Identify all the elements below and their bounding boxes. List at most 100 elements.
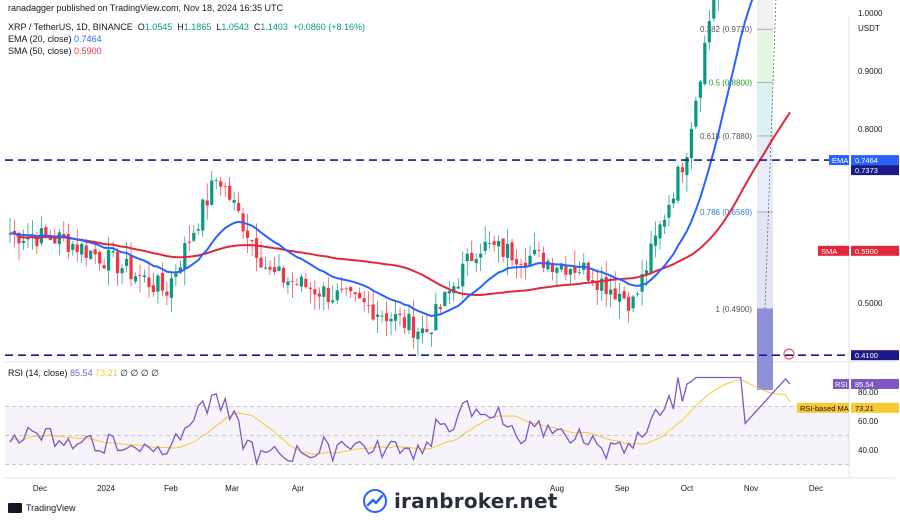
candle-body	[627, 296, 631, 311]
tradingview-brand[interactable]: TradingView	[8, 503, 76, 513]
candle-body	[277, 266, 281, 272]
ema-tag-label: EMA	[832, 156, 848, 165]
ema-value: 0.7464	[74, 34, 102, 44]
candle-body	[21, 240, 26, 244]
candle-body	[349, 287, 353, 292]
open-label: O	[137, 22, 145, 32]
candle-body	[178, 267, 182, 273]
ema-legend[interactable]: EMA (20, close) 0.7464	[8, 34, 102, 44]
candle-body	[71, 244, 75, 250]
candle-body	[304, 278, 308, 288]
candle-body	[564, 266, 568, 275]
rsi-ma-tag-label-bg	[797, 402, 849, 413]
tradingview-logo-icon	[8, 503, 22, 513]
ema-label: EMA (20, close)	[8, 34, 72, 44]
candle-body	[676, 166, 680, 201]
candle-body	[577, 272, 581, 274]
fib-zone	[757, 135, 773, 212]
candle-body	[219, 181, 223, 187]
candle-body	[425, 329, 429, 332]
candle-body	[237, 202, 241, 211]
candle-body	[232, 199, 236, 203]
candle-body	[129, 256, 133, 280]
candle-body	[313, 289, 317, 295]
candle-body	[326, 287, 330, 303]
candle-body	[120, 268, 124, 274]
time-axis-label: 2024	[97, 484, 115, 493]
candle-body	[631, 296, 635, 309]
candle-body	[698, 81, 702, 98]
watermark: iranbroker.net	[362, 488, 557, 514]
rsi-tick-label: 80.00	[858, 388, 879, 397]
candle-body	[416, 331, 420, 340]
candle-body	[151, 285, 156, 293]
ema-line	[9, 0, 754, 318]
candle-body	[649, 243, 653, 273]
candle-body	[456, 286, 460, 289]
rsi-tag-value: 85.54	[855, 380, 874, 389]
candle-body	[187, 241, 191, 243]
publisher-credit: ranadagger published on TradingView.com,…	[8, 3, 284, 13]
high-label: H	[177, 22, 184, 32]
candle-body	[98, 251, 102, 264]
symbol-legend[interactable]: XRP / TetherUS, 1D, BINANCE O1.0545 H1.1…	[8, 22, 365, 32]
time-axis-label: Feb	[164, 484, 178, 493]
candle-body	[653, 235, 658, 246]
fib-zone	[757, 82, 773, 136]
candle-body	[317, 293, 321, 297]
candle-body	[434, 304, 438, 331]
candle-body	[541, 252, 546, 268]
time-axis-label: Sep	[615, 484, 630, 493]
candle-body	[340, 288, 344, 290]
sma-tag-value-bg	[851, 245, 899, 256]
upper-level-tag-value: 0.7373	[855, 166, 878, 175]
fib-label: 0.786 (0.6569)	[700, 208, 752, 217]
candle-body	[272, 267, 277, 273]
sma-legend[interactable]: SMA (50, close) 0.5900	[8, 46, 102, 56]
candle-body	[398, 313, 402, 315]
candle-body	[407, 313, 411, 331]
symbol-name: XRP / TetherUS, 1D, BINANCE	[8, 22, 133, 32]
fib-zone	[757, 308, 773, 390]
candle-body	[532, 249, 537, 255]
candle-body	[685, 157, 689, 176]
candle-body	[66, 233, 70, 252]
candle-body	[254, 238, 259, 259]
candle-body	[111, 251, 115, 253]
candle-body	[604, 277, 608, 294]
candle-body	[384, 313, 389, 322]
candle-body	[640, 274, 644, 292]
candle-body	[671, 198, 676, 204]
sma-tag-label: SMA	[821, 247, 837, 256]
time-axis-label: Nov	[744, 484, 758, 493]
candle-body	[205, 200, 209, 206]
candle-body	[138, 274, 142, 276]
candle-body	[429, 332, 433, 334]
lower-level-tag-value: 0.4100	[855, 351, 878, 360]
rsi-ma-value: 73.21	[95, 368, 118, 378]
rsi-tick-label: 40.00	[858, 446, 879, 455]
candle-body	[667, 204, 671, 218]
candle-body	[299, 276, 303, 287]
candle-body	[259, 257, 263, 268]
candle-body	[263, 267, 268, 269]
candle-body	[160, 272, 165, 291]
candle-body	[573, 266, 577, 273]
candle-body	[393, 314, 398, 321]
candle-body	[358, 292, 362, 299]
candle-body	[375, 314, 380, 317]
candle-body	[411, 316, 416, 338]
price-tick-label: 0.9000	[858, 67, 883, 76]
candle-body	[133, 276, 138, 282]
time-axis-label: Dec	[33, 484, 47, 493]
candle-body	[93, 249, 97, 255]
candle-body	[367, 305, 371, 306]
rsi-legend[interactable]: RSI (14, close) 85.54 73.21 ∅ ∅ ∅ ∅	[8, 368, 159, 379]
candle-body	[17, 232, 21, 244]
candle-body	[703, 42, 707, 85]
ema-tag-value: 0.7464	[855, 156, 878, 165]
rsi-tag-label-bg	[833, 378, 849, 389]
rsi-ma-tag-value-bg	[851, 402, 899, 413]
ema-tag-value-bg	[851, 155, 899, 166]
